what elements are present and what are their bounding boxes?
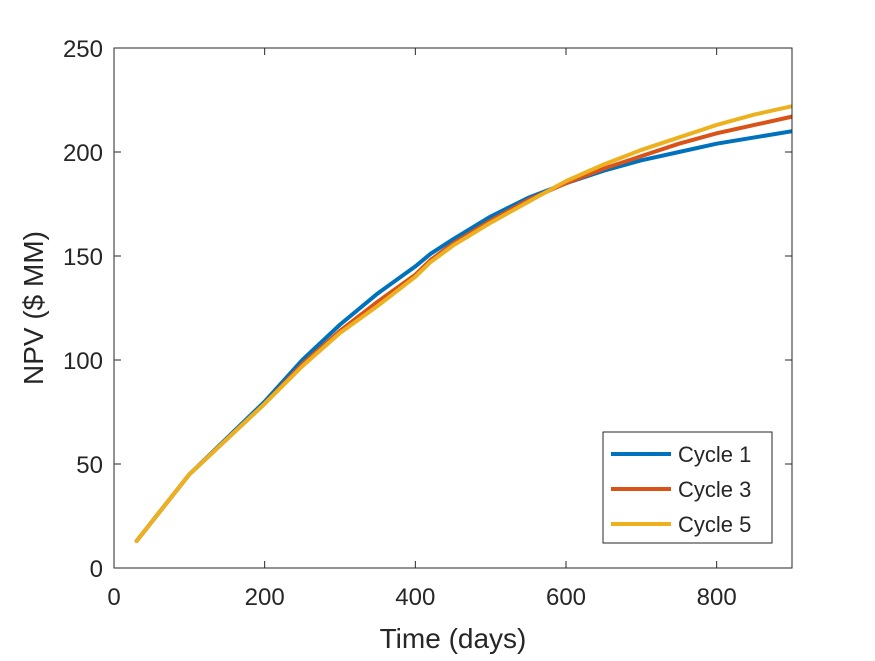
y-tick-label: 250 bbox=[63, 36, 103, 63]
legend-label-cycle-1: Cycle 1 bbox=[678, 442, 751, 467]
x-tick-label: 800 bbox=[697, 584, 737, 611]
y-tick-label: 100 bbox=[63, 348, 103, 375]
legend-label-cycle-3: Cycle 3 bbox=[678, 477, 751, 502]
x-tick-label: 400 bbox=[395, 584, 435, 611]
x-tick-label: 600 bbox=[546, 584, 586, 611]
x-axis-title: Time (days) bbox=[380, 623, 527, 654]
y-tick-label: 0 bbox=[90, 556, 103, 583]
x-axis: 0 200 400 600 800 bbox=[107, 48, 737, 611]
series-line-cycle-1 bbox=[134, 129, 792, 543]
plot-frame bbox=[113, 47, 793, 569]
y-axis: 0 50 100 150 200 250 bbox=[63, 36, 792, 583]
legend-label-cycle-5: Cycle 5 bbox=[678, 512, 751, 537]
x-tick-label: 0 bbox=[107, 584, 120, 611]
y-tick-label: 50 bbox=[76, 452, 103, 479]
x-tick-label: 200 bbox=[245, 584, 285, 611]
y-tick-label: 150 bbox=[63, 244, 103, 271]
series-layer bbox=[134, 104, 792, 543]
legend: Cycle 1 Cycle 3 Cycle 5 bbox=[602, 431, 773, 544]
y-tick-label: 200 bbox=[63, 140, 103, 167]
series-line-cycle-5 bbox=[134, 104, 792, 543]
y-axis-title: NPV ($ MM) bbox=[18, 231, 49, 385]
